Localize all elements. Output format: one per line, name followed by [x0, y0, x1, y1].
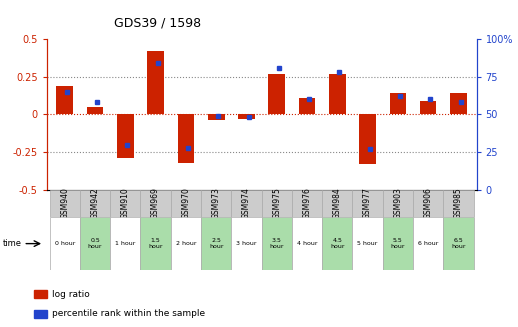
Bar: [34, 310, 47, 318]
Text: 4.5
hour: 4.5 hour: [330, 238, 344, 249]
Text: GSM942: GSM942: [91, 188, 99, 219]
Bar: [299, 98, 315, 114]
Bar: [359, 114, 376, 164]
Bar: [201, 217, 232, 270]
Text: time: time: [3, 239, 22, 248]
Text: GDS39 / 1598: GDS39 / 1598: [114, 16, 201, 29]
Text: 6 hour: 6 hour: [418, 241, 438, 246]
Bar: [201, 190, 232, 217]
Bar: [443, 190, 473, 217]
Text: 0.5
hour: 0.5 hour: [88, 238, 103, 249]
Text: 4 hour: 4 hour: [297, 241, 317, 246]
Bar: [413, 217, 443, 270]
Bar: [413, 190, 443, 217]
Text: 2 hour: 2 hour: [176, 241, 196, 246]
Bar: [322, 217, 352, 270]
Bar: [117, 114, 134, 158]
Bar: [352, 217, 383, 270]
Bar: [87, 107, 104, 114]
Bar: [50, 190, 80, 217]
Bar: [329, 74, 346, 114]
Bar: [80, 190, 110, 217]
Text: GSM975: GSM975: [272, 188, 281, 219]
Text: GSM906: GSM906: [424, 188, 433, 219]
Bar: [147, 51, 164, 114]
Bar: [292, 217, 322, 270]
Bar: [171, 217, 201, 270]
Text: 3 hour: 3 hour: [236, 241, 257, 246]
Text: GSM985: GSM985: [454, 188, 463, 219]
Text: 6.5
hour: 6.5 hour: [451, 238, 466, 249]
Bar: [140, 217, 171, 270]
Bar: [208, 114, 224, 120]
Bar: [110, 217, 140, 270]
Bar: [178, 114, 194, 163]
Text: GSM910: GSM910: [121, 188, 130, 219]
Bar: [450, 94, 467, 114]
Bar: [50, 217, 80, 270]
Bar: [80, 217, 110, 270]
Bar: [171, 190, 201, 217]
Bar: [262, 190, 292, 217]
Bar: [34, 290, 47, 298]
Bar: [268, 74, 285, 114]
Bar: [140, 190, 171, 217]
Text: 2.5
hour: 2.5 hour: [209, 238, 223, 249]
Text: log ratio: log ratio: [52, 290, 90, 299]
Text: GSM984: GSM984: [333, 188, 342, 219]
Text: 1 hour: 1 hour: [115, 241, 136, 246]
Text: GSM973: GSM973: [212, 188, 221, 219]
Bar: [322, 190, 352, 217]
Text: 3.5
hour: 3.5 hour: [269, 238, 284, 249]
Text: 5 hour: 5 hour: [357, 241, 378, 246]
Text: GSM970: GSM970: [181, 188, 191, 219]
Bar: [232, 190, 262, 217]
Bar: [232, 217, 262, 270]
Text: GSM969: GSM969: [151, 188, 160, 219]
Text: GSM977: GSM977: [363, 188, 372, 219]
Text: GSM976: GSM976: [303, 188, 311, 219]
Text: percentile rank within the sample: percentile rank within the sample: [52, 309, 205, 318]
Bar: [352, 190, 383, 217]
Text: GSM940: GSM940: [60, 188, 69, 219]
Bar: [238, 114, 255, 119]
Bar: [443, 217, 473, 270]
Bar: [262, 217, 292, 270]
Text: GSM974: GSM974: [242, 188, 251, 219]
Bar: [383, 217, 413, 270]
Text: 1.5
hour: 1.5 hour: [148, 238, 163, 249]
Bar: [110, 190, 140, 217]
Bar: [420, 101, 437, 114]
Text: GSM903: GSM903: [393, 188, 402, 219]
Bar: [390, 94, 406, 114]
Bar: [56, 86, 73, 114]
Text: 0 hour: 0 hour: [54, 241, 75, 246]
Bar: [383, 190, 413, 217]
Bar: [292, 190, 322, 217]
Text: 5.5
hour: 5.5 hour: [391, 238, 405, 249]
